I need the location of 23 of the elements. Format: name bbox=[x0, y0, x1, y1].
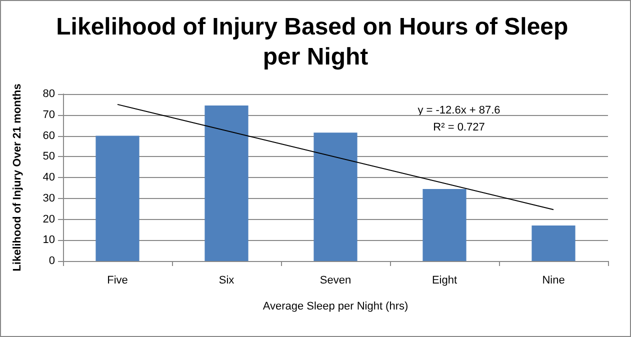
y-tick-label: 0 bbox=[48, 255, 55, 267]
y-tick-label: 10 bbox=[42, 234, 55, 246]
bar bbox=[314, 132, 358, 261]
x-tick-label: Seven bbox=[320, 274, 352, 286]
y-tick-label: 80 bbox=[42, 88, 55, 100]
chart-title: Likelihood of Injury Based on Hours of Sleep per Night bbox=[56, 14, 575, 70]
annotation: R² = 0.727 bbox=[433, 122, 485, 134]
bar bbox=[96, 136, 140, 261]
bar bbox=[422, 188, 466, 261]
y-tick-label: 50 bbox=[42, 150, 55, 163]
y-tick-label: 40 bbox=[42, 172, 55, 184]
y-tick-label: 70 bbox=[42, 108, 55, 121]
x-tick-label: Five bbox=[107, 274, 128, 286]
x-tick-label: Nine bbox=[542, 274, 565, 286]
x-axis-title: Average Sleep per Night (hrs) bbox=[262, 300, 408, 312]
y-tick-label: 60 bbox=[42, 130, 55, 142]
x-tick-label: Six bbox=[218, 274, 235, 286]
y-axis-title: Likelihood of Injury Over 21 months bbox=[12, 84, 24, 272]
bar bbox=[204, 105, 248, 261]
bar bbox=[532, 226, 576, 261]
y-tick-label: 20 bbox=[42, 213, 55, 226]
x-tick-label: Eight bbox=[432, 274, 458, 286]
y-tick-label: 30 bbox=[42, 192, 55, 204]
